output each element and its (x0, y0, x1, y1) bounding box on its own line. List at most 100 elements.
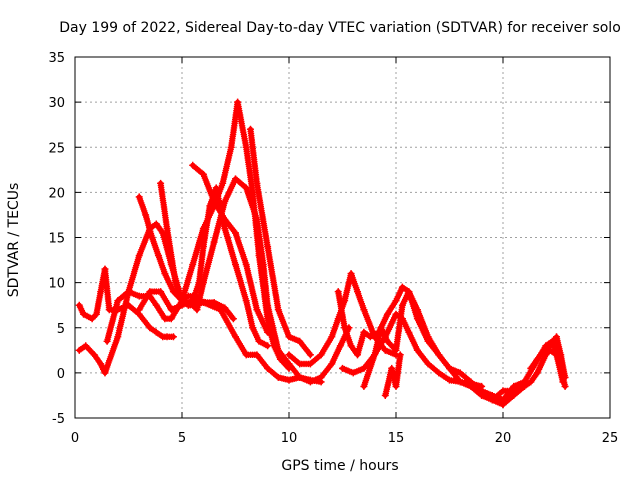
data-point (135, 306, 143, 314)
data-point (259, 261, 267, 269)
data-point (533, 369, 541, 377)
y-tick-label: 25 (48, 141, 65, 156)
data-point (285, 360, 293, 368)
data-point (114, 297, 122, 305)
data-point (360, 306, 368, 314)
data-point (388, 364, 396, 372)
data-point (152, 328, 160, 336)
data-point (540, 346, 548, 354)
data-point (232, 333, 239, 341)
x-tick-label: 25 (602, 431, 619, 446)
series-arc-b (75, 265, 177, 341)
data-point (101, 265, 109, 273)
series-markers (76, 265, 177, 340)
data-point (199, 243, 207, 251)
series-markers (382, 351, 404, 399)
data-point (167, 306, 175, 314)
data-point (559, 378, 567, 386)
data-point (424, 360, 432, 368)
data-point (264, 328, 272, 336)
data-point (232, 261, 239, 269)
data-point (97, 360, 105, 368)
data-point (456, 378, 464, 386)
data-point (296, 360, 304, 368)
data-point (435, 351, 443, 359)
data-point (561, 373, 569, 381)
data-point (189, 261, 197, 269)
data-point (366, 333, 374, 341)
x-tick-label: 20 (495, 431, 512, 446)
y-tick-label: 35 (48, 51, 65, 66)
series-markers (489, 338, 569, 404)
data-point (381, 346, 389, 354)
data-point (413, 315, 421, 323)
series-arc-o (499, 346, 567, 408)
data-point (360, 328, 368, 336)
data-point (193, 306, 201, 314)
tick-layer (74, 56, 611, 419)
data-point (210, 238, 218, 246)
grid-layer (75, 57, 610, 418)
data-point (191, 292, 199, 300)
data-point (274, 306, 282, 314)
data-point (349, 369, 357, 377)
data-point (264, 342, 272, 350)
data-point (253, 351, 261, 359)
series-arc-h (246, 125, 314, 359)
data-point (360, 364, 368, 372)
data-point (212, 184, 220, 192)
y-axis-title: SDTVAR / TECUs (6, 183, 22, 298)
data-point (234, 98, 242, 106)
data-point (413, 346, 421, 354)
data-point (285, 333, 293, 341)
data-point (178, 297, 186, 305)
series-layer (75, 98, 569, 408)
data-point (189, 161, 197, 169)
series-arc-m (381, 351, 404, 399)
data-point (381, 391, 389, 399)
data-point (125, 301, 132, 309)
data-point (242, 351, 250, 359)
data-point (169, 333, 177, 341)
data-point (242, 261, 250, 269)
data-point (80, 310, 88, 318)
data-point (336, 342, 344, 350)
data-point (341, 324, 349, 332)
x-tick-label: 10 (281, 431, 298, 446)
data-point (392, 297, 400, 305)
chart-title: Day 199 of 2022, Sidereal Day-to-day VTE… (59, 20, 621, 36)
data-point (456, 369, 464, 377)
data-point (285, 351, 293, 359)
data-point (163, 224, 171, 232)
data-point (306, 351, 314, 359)
data-point (306, 378, 314, 386)
series-arc-f (157, 179, 237, 323)
data-point (88, 315, 96, 323)
data-point (446, 364, 453, 372)
data-point (101, 369, 109, 377)
data-point (435, 369, 443, 377)
data-point (219, 179, 227, 187)
data-point (405, 328, 413, 336)
data-point (264, 243, 272, 251)
data-point (232, 175, 239, 183)
data-point (561, 382, 569, 390)
data-point (328, 333, 336, 341)
x-tick-label: 15 (388, 431, 405, 446)
data-point (154, 252, 162, 260)
data-point (253, 215, 261, 223)
data-point (533, 355, 541, 363)
data-point (396, 351, 404, 359)
data-point (296, 337, 304, 345)
x-tick-label: 5 (178, 431, 186, 446)
data-point (255, 337, 263, 345)
data-point (199, 170, 207, 178)
data-point (353, 288, 361, 296)
y-tick-label: 0 (57, 367, 65, 382)
data-point (446, 376, 453, 384)
data-point (242, 297, 250, 305)
data-point (221, 224, 229, 232)
data-point (377, 324, 385, 332)
